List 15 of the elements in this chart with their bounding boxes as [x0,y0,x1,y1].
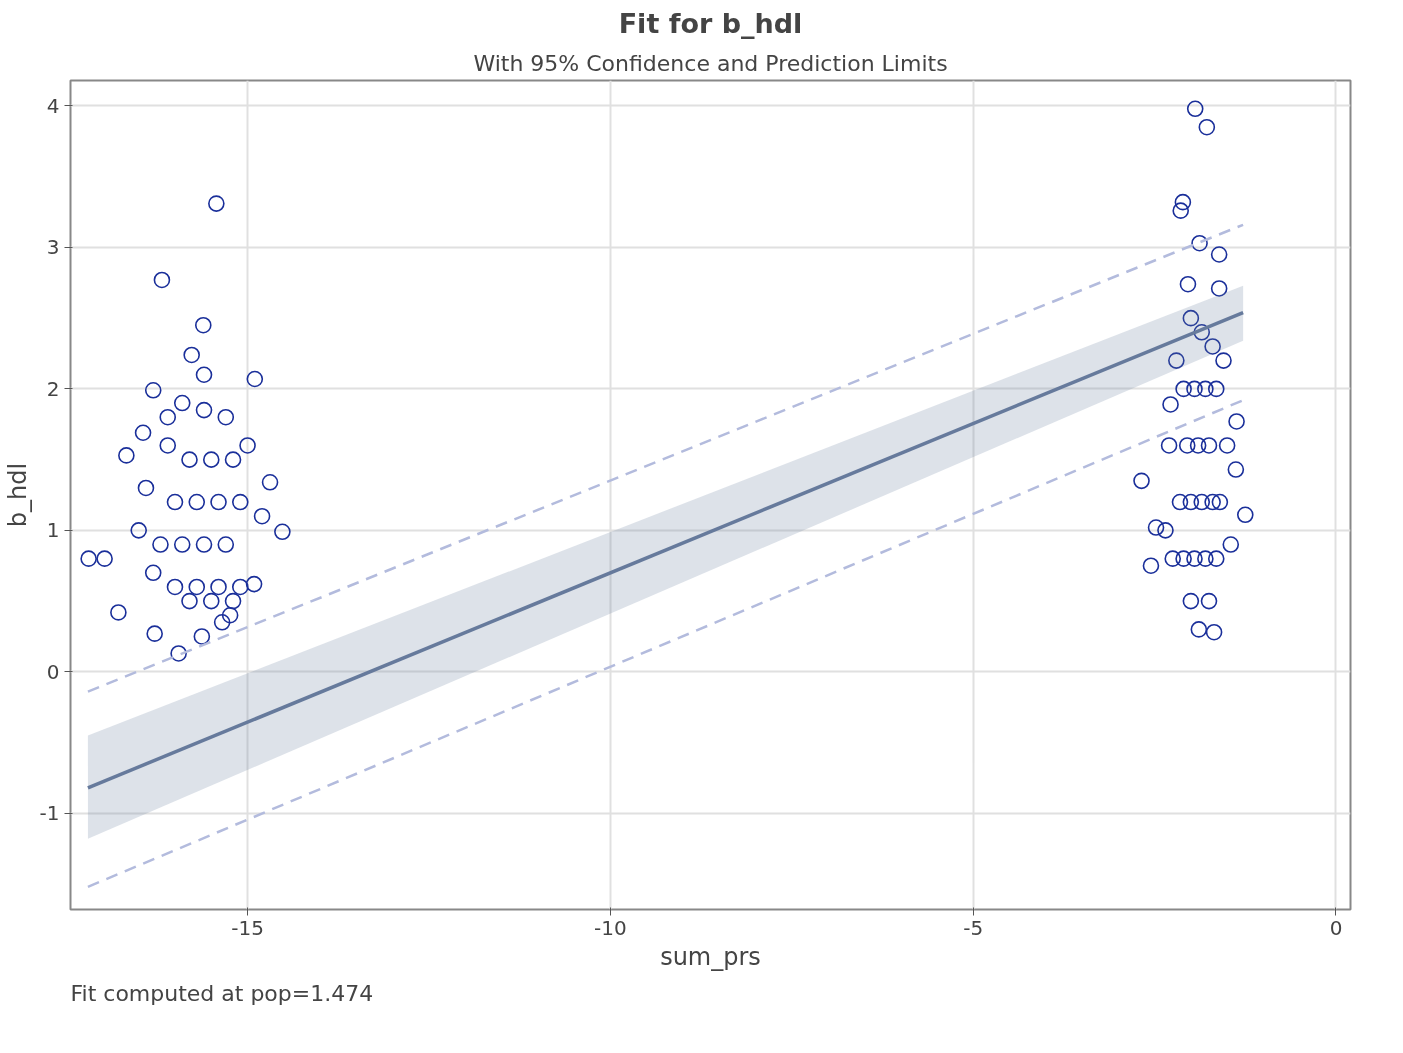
x-tick-label: -15 [231,915,264,940]
y-tick-label: -1 [39,801,60,826]
x-tick-label: -5 [963,915,984,940]
chart-title: Fit for b_hdl [618,7,803,39]
y-tick-label: 4 [46,93,60,118]
chart-subtitle: With 95% Confidence and Prediction Limits [473,50,948,76]
y-axis-title: b_hdl [3,462,32,528]
x-tick-label: 0 [1329,915,1343,940]
x-axis-title: sum_prs [660,942,761,971]
y-tick-label: 2 [46,376,60,401]
y-tick-label: 3 [46,235,60,260]
x-tick-label: -10 [594,915,627,940]
text: Fit computed at pop=1.474 [70,980,374,1006]
y-tick-label: 0 [46,659,60,684]
y-tick-label: 1 [46,518,60,543]
